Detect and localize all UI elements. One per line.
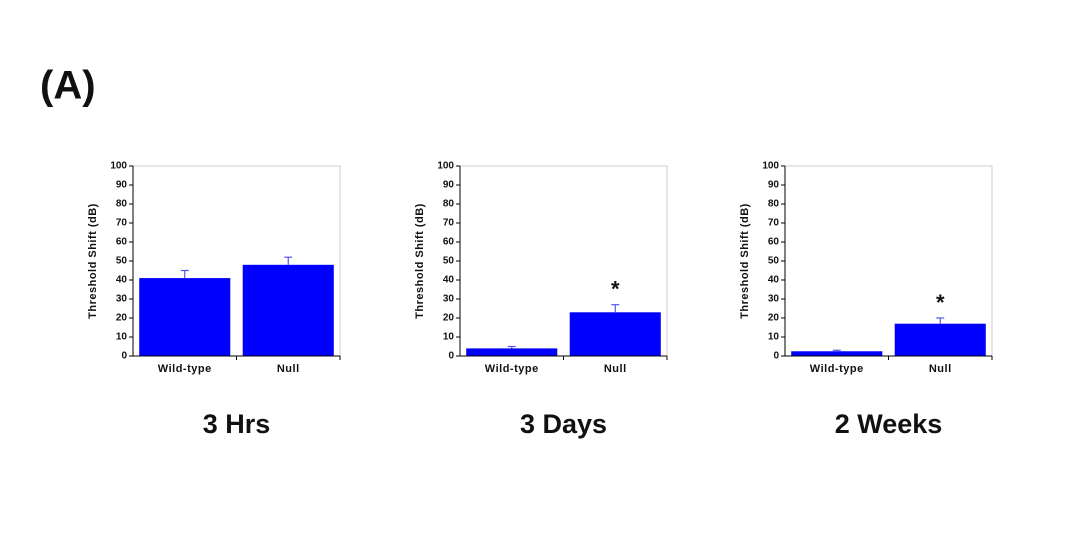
y-tick-label: 20 xyxy=(768,313,780,324)
y-tick-label: 70 xyxy=(768,218,780,229)
y-tick-label: 80 xyxy=(768,199,780,210)
error-bar xyxy=(180,269,189,279)
significance-marker: * xyxy=(936,290,945,315)
y-tick-label: 0 xyxy=(773,351,779,362)
bar xyxy=(791,351,883,356)
y-tick-label: 40 xyxy=(443,275,455,286)
y-tick-label: 10 xyxy=(768,332,780,343)
chart-title: 3 Days xyxy=(520,409,607,439)
y-tick-label: 10 xyxy=(443,332,455,343)
chart-panel: 0 10 20 30 40 50 60 70 80 90 100 Threshold Shift (d… xyxy=(414,161,668,439)
y-tick-label: 30 xyxy=(116,294,128,305)
y-tick-label: 10 xyxy=(116,332,128,343)
y-tick-label: 60 xyxy=(768,237,780,248)
y-tick-label: 80 xyxy=(116,199,128,210)
significance-marker: * xyxy=(611,277,620,302)
y-axis-label: Threshold Shift (dB) xyxy=(414,203,426,319)
bar xyxy=(466,348,558,356)
x-tick-label: Null xyxy=(929,363,952,375)
x-tick-label: Null xyxy=(277,363,300,375)
y-tick-label: 20 xyxy=(443,313,455,324)
chart-title: 3 Hrs xyxy=(203,409,271,439)
y-tick-label: 40 xyxy=(768,275,780,286)
y-tick-label: 50 xyxy=(116,256,128,267)
x-tick-label: Wild-type xyxy=(810,363,864,375)
chart-panel: 0 10 20 30 40 50 60 70 80 90 100 Threshold Shift (d… xyxy=(87,161,341,439)
panel-label: (A) xyxy=(40,64,96,108)
y-tick-label: 60 xyxy=(116,237,128,248)
bar xyxy=(569,312,661,356)
error-bar xyxy=(284,256,293,265)
y-tick-label: 40 xyxy=(116,275,128,286)
y-tick-label: 100 xyxy=(110,161,127,172)
y-tick-label: 90 xyxy=(116,180,128,191)
y-tick-label: 0 xyxy=(448,351,454,362)
y-tick-label: 30 xyxy=(443,294,455,305)
x-tick-label: Wild-type xyxy=(158,363,212,375)
y-tick-label: 70 xyxy=(116,218,128,229)
error-bar xyxy=(611,304,620,313)
y-tick-label: 0 xyxy=(121,351,127,362)
chart-panel: 0 10 20 30 40 50 60 70 80 90 100 Threshold Shift (d… xyxy=(739,161,993,439)
y-axis-label: Threshold Shift (dB) xyxy=(739,203,751,319)
y-tick-label: 90 xyxy=(768,180,780,191)
y-tick-label: 80 xyxy=(443,199,455,210)
bar xyxy=(894,323,986,356)
error-bar xyxy=(832,349,841,352)
error-bar xyxy=(507,345,516,349)
y-tick-label: 60 xyxy=(443,237,455,248)
y-axis-label: Threshold Shift (dB) xyxy=(87,203,99,319)
error-bar xyxy=(936,317,945,324)
y-tick-label: 20 xyxy=(116,313,128,324)
y-tick-label: 100 xyxy=(762,161,779,172)
y-tick-label: 50 xyxy=(443,256,455,267)
bar xyxy=(139,278,231,356)
x-tick-label: Wild-type xyxy=(485,363,539,375)
chart-title: 2 Weeks xyxy=(835,409,943,439)
x-tick-label: Null xyxy=(604,363,627,375)
y-tick-label: 50 xyxy=(768,256,780,267)
y-tick-label: 70 xyxy=(443,218,455,229)
y-tick-label: 90 xyxy=(443,180,455,191)
y-tick-label: 30 xyxy=(768,294,780,305)
bar xyxy=(242,264,334,356)
y-tick-label: 100 xyxy=(437,161,454,172)
